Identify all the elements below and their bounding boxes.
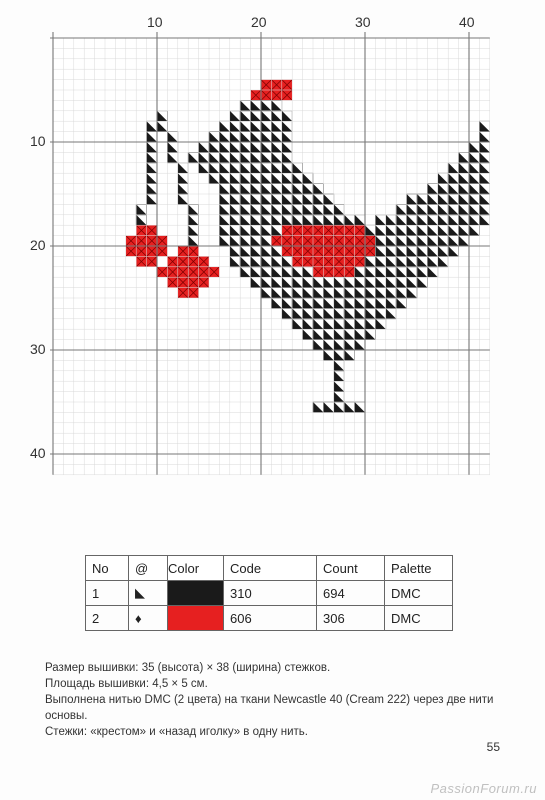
cell-code: 606 (224, 606, 317, 631)
chart-area (50, 30, 490, 480)
cell-color (168, 581, 224, 606)
cell-count: 306 (317, 606, 385, 631)
hdr-code: Code (224, 556, 317, 581)
desc-line-4: Стежки: «крестом» и «назад иголку» в одн… (45, 724, 515, 740)
pattern-grid (50, 30, 490, 480)
hdr-color: Color (168, 556, 224, 581)
hdr-sym: @ (129, 556, 168, 581)
hdr-count: Count (317, 556, 385, 581)
cell-palette: DMC (385, 606, 453, 631)
description-block: Размер вышивки: 35 (высота) × 38 (ширина… (45, 660, 515, 740)
cell-sym: ♦ (129, 606, 168, 631)
y-tick-10: 10 (30, 133, 46, 149)
legend-header-row: No @ Color Code Count Palette (86, 556, 453, 581)
cell-sym: ◣ (129, 581, 168, 606)
x-tick-30: 30 (355, 14, 371, 30)
desc-line-2: Площадь вышивки: 4,5 × 5 см. (45, 676, 515, 692)
cell-color (168, 606, 224, 631)
desc-line-3: Выполнена нитью DMC (2 цвета) на ткани N… (45, 692, 515, 724)
y-tick-30: 30 (30, 341, 46, 357)
cell-count: 694 (317, 581, 385, 606)
cell-no: 1 (86, 581, 129, 606)
legend-row-1: 1 ◣ 310 694 DMC (86, 581, 453, 606)
cell-no: 2 (86, 606, 129, 631)
x-tick-20: 20 (251, 14, 267, 30)
hdr-palette: Palette (385, 556, 453, 581)
hdr-no: No (86, 556, 129, 581)
legend-row-2: 2 ♦ 606 306 DMC (86, 606, 453, 631)
x-tick-40: 40 (459, 14, 475, 30)
x-tick-10: 10 (147, 14, 163, 30)
cell-code: 310 (224, 581, 317, 606)
y-tick-40: 40 (30, 445, 46, 461)
cell-palette: DMC (385, 581, 453, 606)
watermark: PassionForum.ru (431, 781, 537, 796)
page-number: 55 (487, 740, 500, 754)
legend-table: No @ Color Code Count Palette 1 ◣ 310 69… (85, 555, 453, 631)
desc-line-1: Размер вышивки: 35 (высота) × 38 (ширина… (45, 660, 515, 676)
y-tick-20: 20 (30, 237, 46, 253)
